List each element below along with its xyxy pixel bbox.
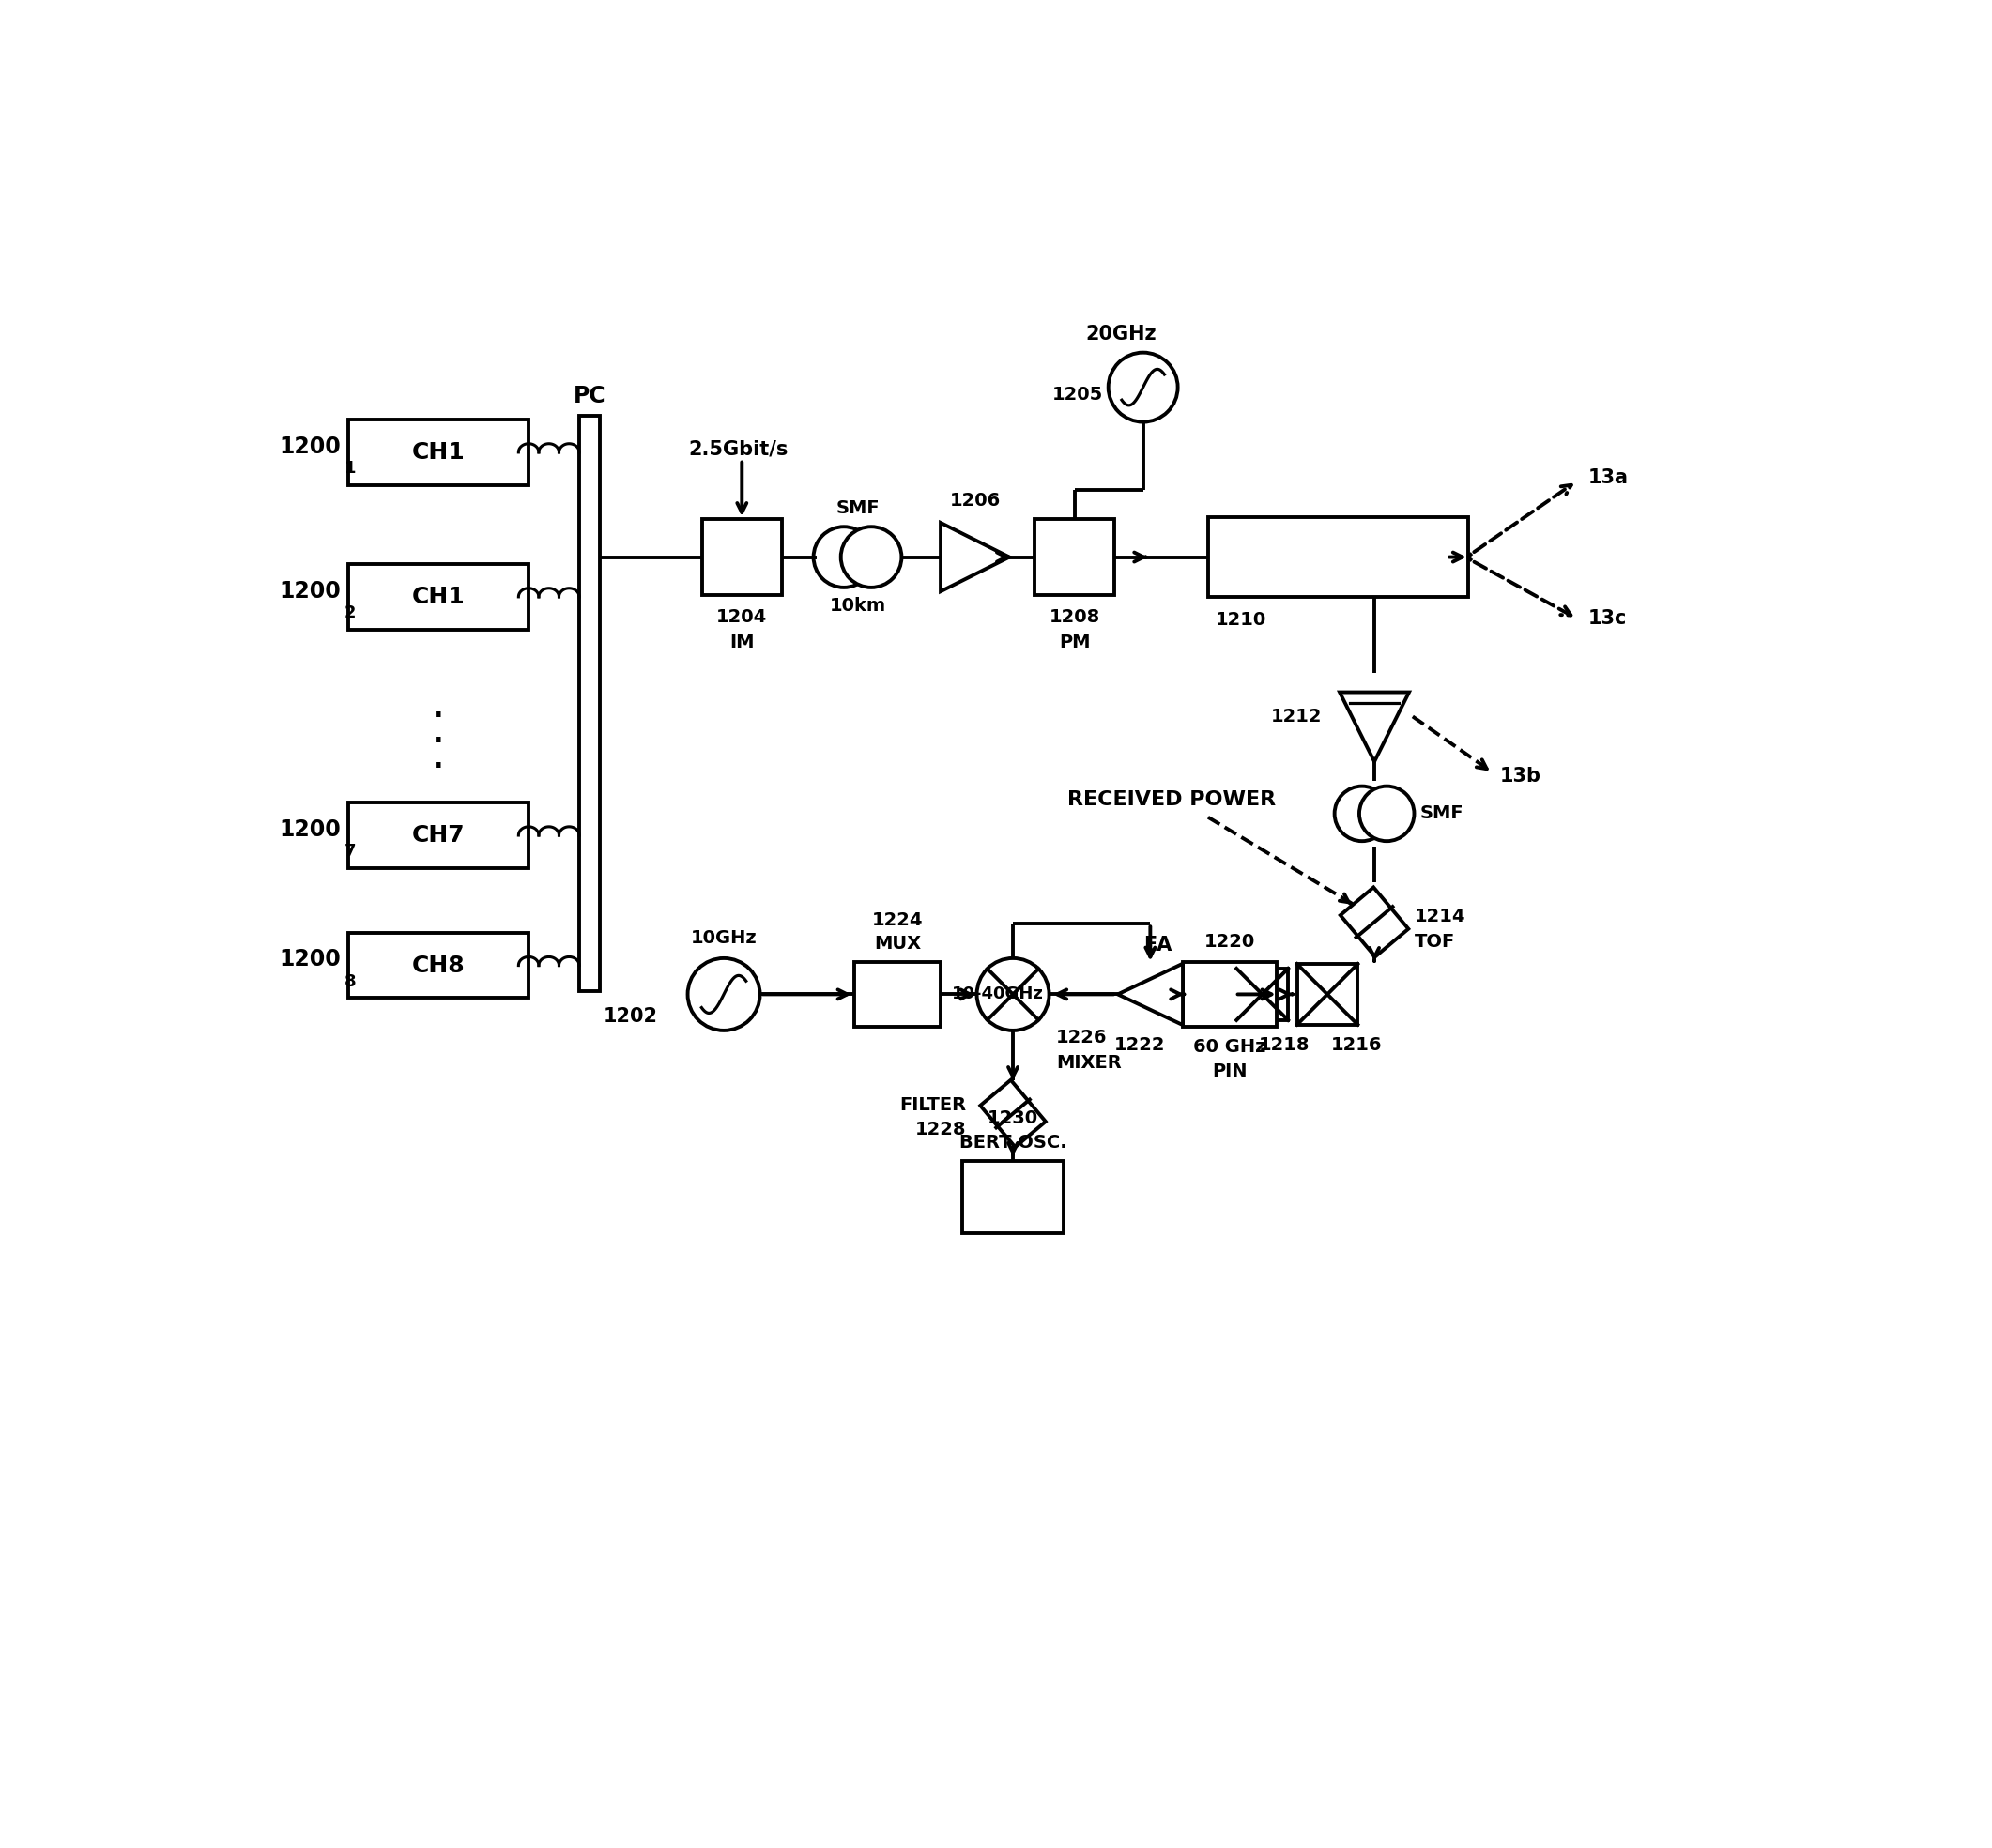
Bar [855,961,940,1027]
Text: .: . [432,695,444,723]
Text: PM: PM [1058,634,1090,650]
Text: 10-40GHz: 10-40GHz [952,985,1044,1003]
Text: 1222: 1222 [1114,1037,1165,1053]
Bar [1237,968,1289,1020]
Text: IM: IM [729,634,755,650]
Text: 60 GHz: 60 GHz [1193,1039,1267,1055]
Text: .: . [432,747,444,772]
Text: PC: PC [574,384,606,407]
Text: 1228: 1228 [914,1120,966,1138]
Text: 13a: 13a [1588,468,1627,488]
Text: 1202: 1202 [604,1007,657,1026]
Bar [349,933,528,998]
Text: 1218: 1218 [1259,1037,1311,1053]
Text: TOF: TOF [1414,933,1454,952]
Bar [349,419,528,484]
Text: 2.5Gbit/s: 2.5Gbit/s [689,440,789,458]
Text: 1204: 1204 [717,608,767,626]
Text: 13b: 13b [1500,767,1540,785]
Text: CH8: CH8 [412,954,464,976]
Text: MIXER: MIXER [1056,1053,1121,1072]
Text: 1: 1 [345,460,357,477]
Text: 10GHz: 10GHz [691,930,757,946]
Text: 1205: 1205 [1052,386,1104,403]
Text: 2: 2 [345,604,357,621]
Polygon shape [1118,963,1183,1026]
Text: FILTER: FILTER [898,1096,966,1114]
Text: 1214: 1214 [1414,907,1466,926]
Bar [962,1161,1064,1233]
Bar [1207,517,1468,597]
Circle shape [1359,785,1414,841]
Text: 7: 7 [345,843,357,859]
Text: 1200: 1200 [279,948,341,970]
Text: CH1: CH1 [412,586,464,608]
Text: 1224: 1224 [872,911,922,930]
Text: CH1: CH1 [412,442,464,464]
Text: 1200: 1200 [279,580,341,602]
Text: 1216: 1216 [1331,1037,1382,1053]
Text: CH7: CH7 [412,824,464,846]
Text: PIN: PIN [1213,1063,1247,1081]
Polygon shape [1341,693,1408,761]
Text: 1200: 1200 [279,819,341,841]
Text: 1210: 1210 [1215,612,1267,628]
Text: SMF: SMF [837,499,878,517]
Bar [349,564,528,630]
Bar [1183,961,1277,1027]
Text: 1200: 1200 [279,436,341,458]
Text: 1206: 1206 [950,492,1000,510]
Text: EA: EA [1143,937,1171,955]
Bar [1297,965,1359,1024]
Polygon shape [980,1079,1046,1148]
Bar [1034,519,1114,595]
Text: 20GHz: 20GHz [1086,325,1157,344]
Text: 1212: 1212 [1271,708,1321,726]
Text: 13c: 13c [1588,610,1625,628]
Polygon shape [1341,887,1408,957]
Bar [349,802,528,869]
Text: 1208: 1208 [1050,608,1100,626]
Text: RECEIVED POWER: RECEIVED POWER [1068,789,1277,809]
Text: 10km: 10km [829,597,886,614]
Bar [701,519,781,595]
Text: 1220: 1220 [1205,933,1255,950]
Circle shape [841,527,902,588]
Text: BERT OSC.: BERT OSC. [958,1133,1068,1151]
Text: MUX: MUX [874,935,920,952]
Text: SMF: SMF [1420,804,1464,822]
Text: 1230: 1230 [988,1109,1038,1127]
Text: 1226: 1226 [1056,1029,1108,1046]
Bar [580,416,600,991]
Text: 8: 8 [345,972,357,991]
Polygon shape [940,523,1010,591]
Text: .: . [432,721,444,748]
